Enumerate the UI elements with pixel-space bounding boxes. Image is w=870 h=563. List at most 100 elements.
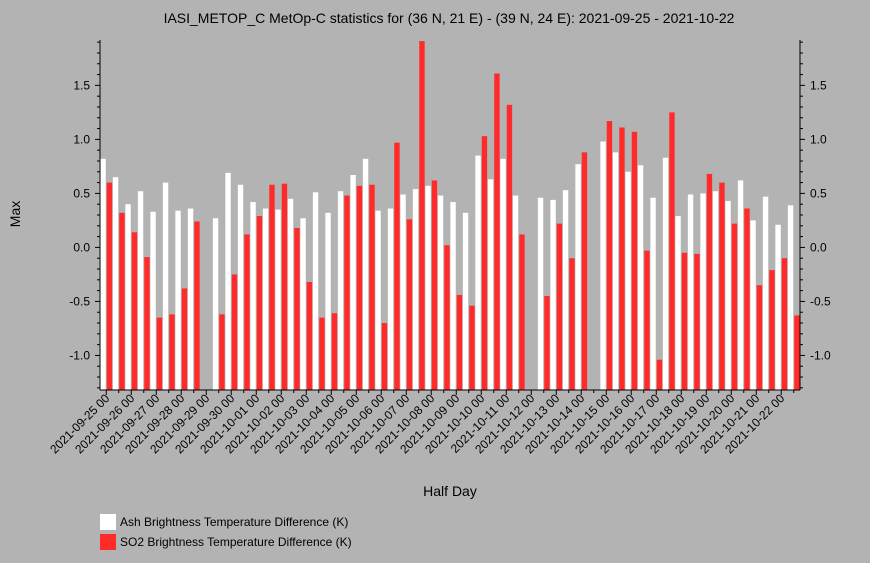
ash-bar-5 xyxy=(162,182,169,390)
so2-bar-55 xyxy=(794,315,800,390)
so2-bar-27 xyxy=(444,245,450,390)
so2-bar-45 xyxy=(669,112,675,390)
ash-bar-18 xyxy=(325,212,331,390)
y-tick-label-right: 1.5 xyxy=(810,78,827,92)
axes-layer: -1.0 -1.0 -0.5 -0.5 0.0 0.0 0.5 0.5 1.0 1.0 1.5 1.5 xyxy=(69,40,831,391)
so2-bar-2 xyxy=(131,232,138,390)
ash-bar-37 xyxy=(562,190,569,390)
ash-bar-51 xyxy=(737,180,744,390)
ash-bar-14 xyxy=(275,209,281,390)
ash-bar-55 xyxy=(787,205,794,390)
so2-bar-44 xyxy=(656,359,663,390)
ash-bar-31 xyxy=(487,179,494,390)
so2-bar-13 xyxy=(269,184,275,390)
so2-bar-21 xyxy=(369,184,375,390)
ash-bar-54 xyxy=(775,224,781,390)
y-axis-label: Max xyxy=(7,201,23,227)
so2-bar-35 xyxy=(544,296,550,390)
y-tick-label-left: -1.0 xyxy=(69,348,90,362)
so2-bar-26 xyxy=(431,180,438,390)
ash-bar-52 xyxy=(750,220,756,390)
so2-bar-3 xyxy=(144,257,150,390)
so2-bar-20 xyxy=(356,185,363,390)
ash-bar-41 xyxy=(612,152,619,390)
ash-bar-2 xyxy=(125,204,131,390)
so2-bar-42 xyxy=(631,131,638,390)
ash-bar-50 xyxy=(725,200,731,390)
legend: Ash Brightness Temperature Difference (K… xyxy=(100,512,352,552)
so2-bar-24 xyxy=(406,219,413,390)
so2-bar-19 xyxy=(344,195,350,390)
ash-bar-1 xyxy=(112,177,119,390)
ash-bar-46 xyxy=(675,216,681,390)
y-tick-label-right: 0.5 xyxy=(810,186,827,200)
ash-bar-10 xyxy=(225,172,231,390)
ash-bar-11 xyxy=(237,184,244,390)
y-tick-label-left: 0.5 xyxy=(73,186,90,200)
chart-title: IASI_METOP_C MetOp-C statistics for (36 … xyxy=(164,10,735,26)
so2-bar-36 xyxy=(556,223,563,390)
so2-bar-12 xyxy=(256,216,263,390)
so2-bar-22 xyxy=(381,323,388,390)
so2-bar-31 xyxy=(494,73,500,391)
ash-bar-0 xyxy=(100,158,106,390)
so2-bar-50 xyxy=(731,223,738,390)
so2-bar-5 xyxy=(169,314,175,390)
so2-bar-28 xyxy=(456,294,463,390)
ash-bar-13 xyxy=(262,208,269,390)
ash-bar-53 xyxy=(762,196,769,390)
legend-item-ash: Ash Brightness Temperature Difference (K… xyxy=(100,512,352,532)
y-tick-label-right: 0.0 xyxy=(810,240,827,254)
so2-bar-53 xyxy=(769,270,775,390)
ash-bar-30 xyxy=(475,155,481,390)
ash-bar-48 xyxy=(700,193,706,390)
so2-bar-52 xyxy=(756,285,763,390)
so2-bar-17 xyxy=(319,317,325,390)
so2-bar-18 xyxy=(331,313,338,390)
ash-bar-27 xyxy=(437,195,444,390)
ash-bar-35 xyxy=(537,197,544,390)
ash-bar-26 xyxy=(425,185,431,390)
so2-bar-10 xyxy=(231,274,238,390)
so2-bar-47 xyxy=(694,253,700,390)
ash-bar-28 xyxy=(450,202,456,390)
ash-bar-49 xyxy=(712,191,719,390)
so2-bar-25 xyxy=(419,41,425,390)
so2-bar-54 xyxy=(781,258,788,390)
bars-layer xyxy=(100,41,800,391)
so2-bar-48 xyxy=(706,173,713,390)
so2-bar-43 xyxy=(644,250,650,390)
so2-bar-7 xyxy=(194,221,200,390)
y-tick-label-right: 1.0 xyxy=(810,132,827,146)
legend-label-so2: SO2 Brightness Temperature Difference (K… xyxy=(120,535,352,549)
so2-bar-37 xyxy=(569,258,575,390)
ash-bar-20 xyxy=(350,175,356,390)
ash-bar-15 xyxy=(287,198,294,390)
ash-bar-12 xyxy=(250,202,256,390)
ash-bar-42 xyxy=(625,171,631,390)
ash-bar-23 xyxy=(387,208,394,390)
so2-bar-32 xyxy=(506,104,513,390)
ash-bar-32 xyxy=(500,158,506,390)
so2-bar-0 xyxy=(106,182,113,390)
ash-bar-43 xyxy=(637,165,644,390)
ash-bar-45 xyxy=(662,157,669,390)
ash-bar-21 xyxy=(362,158,369,390)
y-tick-label-left: 1.0 xyxy=(73,132,90,146)
ash-bar-6 xyxy=(175,210,181,390)
y-tick-label-right: -0.5 xyxy=(810,294,831,308)
so2-bar-46 xyxy=(681,252,688,390)
so2-bar-51 xyxy=(744,208,750,390)
legend-label-ash: Ash Brightness Temperature Difference (K… xyxy=(120,515,349,529)
y-tick-label-left: 1.5 xyxy=(73,78,90,92)
ash-bar-3 xyxy=(137,191,144,390)
ash-bar-16 xyxy=(300,218,306,390)
so2-bar-23 xyxy=(394,142,400,390)
ash-bar-38 xyxy=(575,164,581,390)
ash-bar-44 xyxy=(650,197,656,390)
legend-item-so2: SO2 Brightness Temperature Difference (K… xyxy=(100,532,352,552)
y-tick-label-left: 0.0 xyxy=(73,240,90,254)
ash-bar-29 xyxy=(462,212,469,390)
